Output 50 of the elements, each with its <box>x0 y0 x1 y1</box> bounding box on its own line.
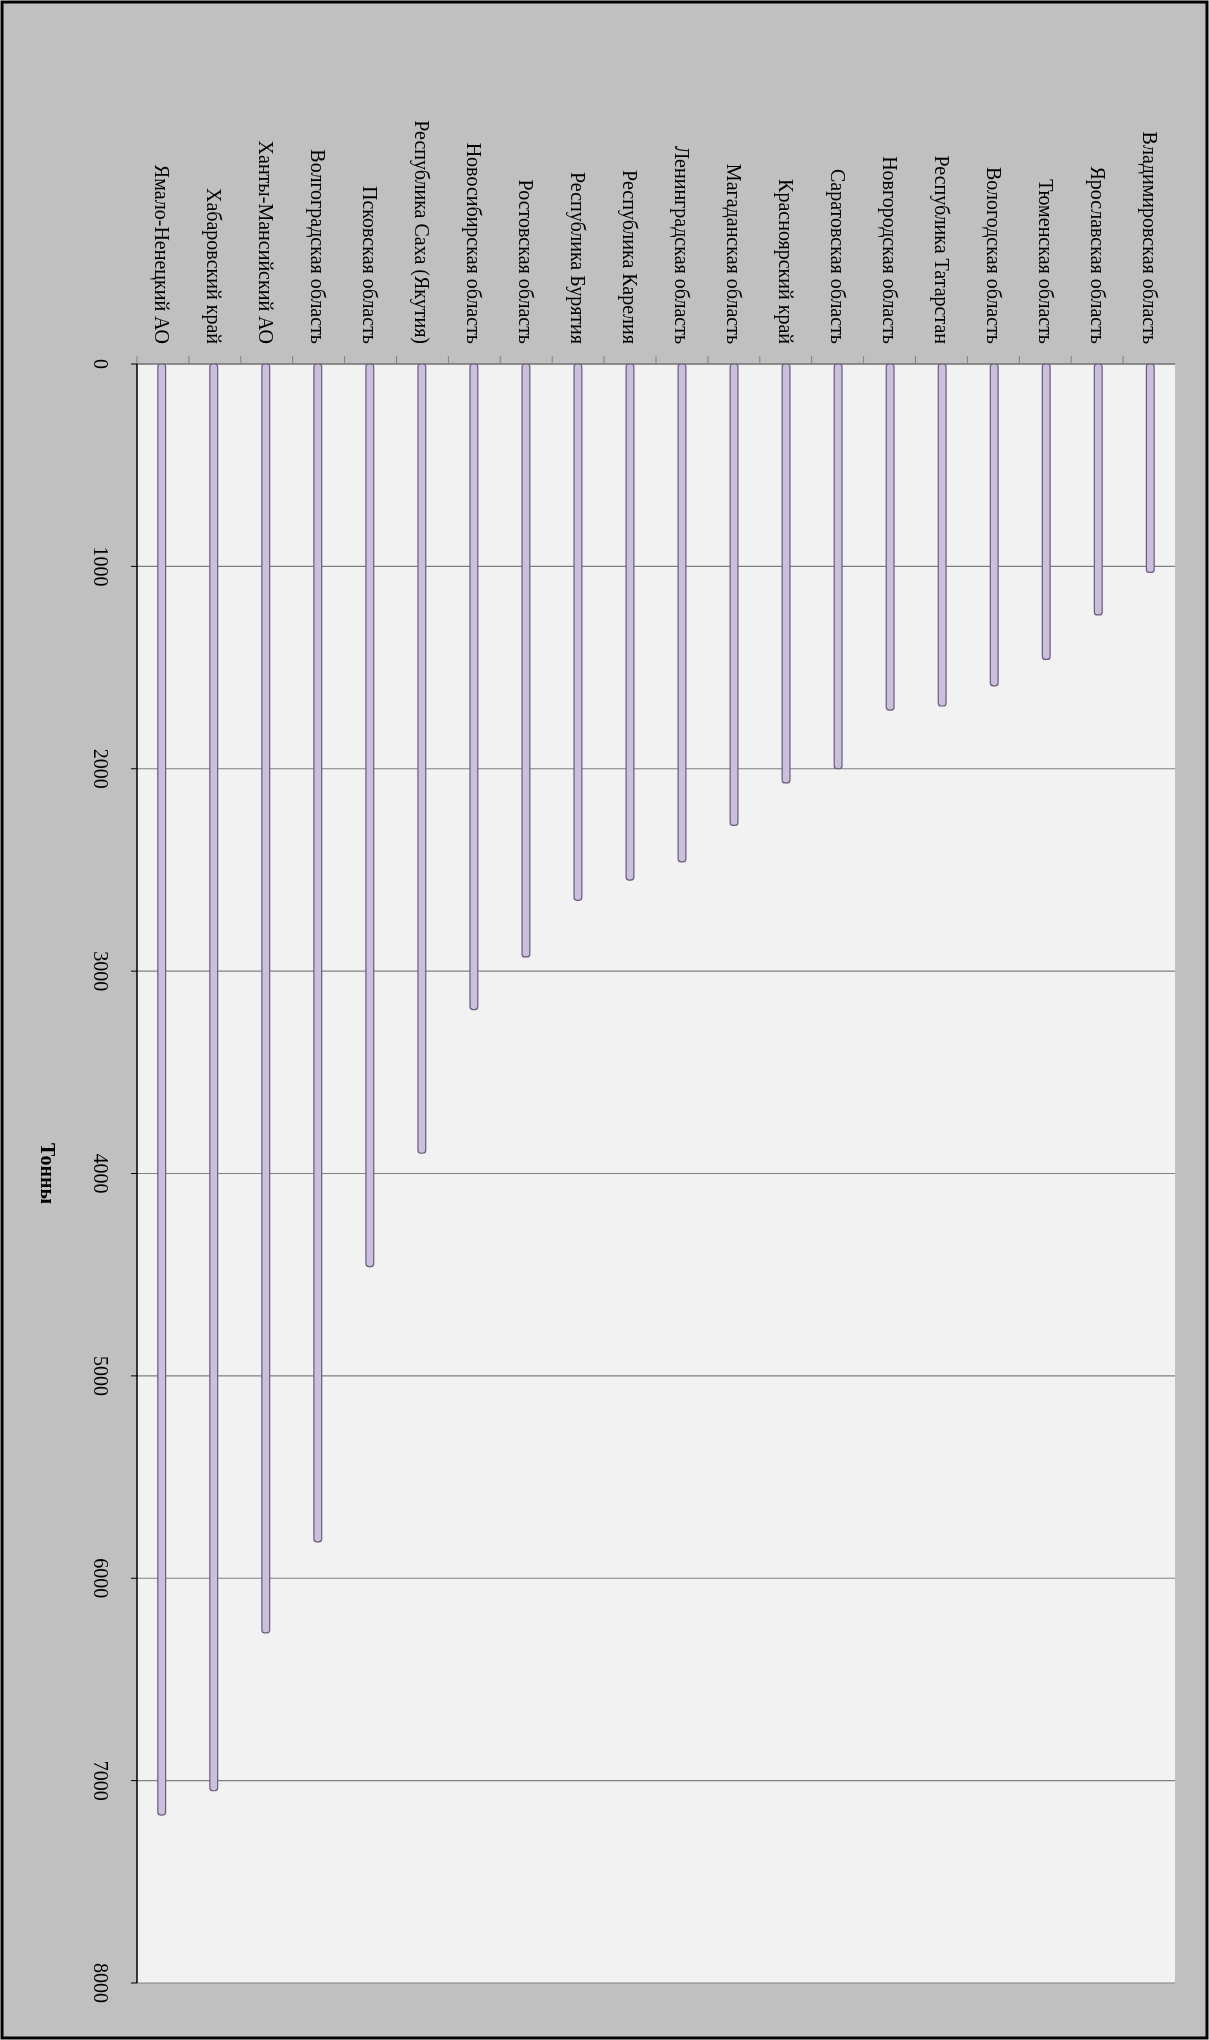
bar <box>885 363 895 711</box>
x-tick-label: Ханты-Мансийский АО <box>254 140 277 344</box>
x-tick-label: Саратовская область <box>826 168 850 344</box>
bar <box>625 363 635 881</box>
x-tick-label: Республика Саха (Якутия) <box>409 120 433 344</box>
y-tick-label: 4000 <box>90 1153 112 1194</box>
bar <box>261 363 271 1634</box>
x-tick-label: Тюменская область <box>1035 179 1058 344</box>
bar <box>573 363 583 901</box>
bar <box>989 363 999 687</box>
x-tick-label: Ленинградская область <box>670 145 694 344</box>
y-tick-label: 8000 <box>90 1963 112 2003</box>
x-tick-label: Ямало-Ненецкий АО <box>149 164 173 344</box>
y-axis-title: Тонны <box>37 1142 59 1205</box>
x-tick-label: Вологодская область <box>982 166 1006 344</box>
bar <box>521 363 531 958</box>
y-tick-label: 3000 <box>90 951 112 992</box>
bar <box>833 363 843 770</box>
y-tick-label: 0 <box>90 359 112 369</box>
y-tick-label: 1000 <box>90 546 112 587</box>
bar <box>1093 363 1103 616</box>
bar <box>313 363 323 1543</box>
x-tick-label: Ростовская область <box>514 179 537 344</box>
bar <box>365 363 375 1268</box>
bar <box>729 363 739 827</box>
y-tick-label: 2000 <box>90 748 112 789</box>
bar <box>1041 363 1051 661</box>
bar <box>1145 363 1155 574</box>
x-tick-label: Хабаровский край <box>201 188 225 345</box>
bar <box>209 363 219 1792</box>
x-tick-label: Республика Татарстан <box>930 155 954 345</box>
bar <box>469 363 479 1011</box>
x-tick-label: Владимировская область <box>1138 131 1162 344</box>
bar <box>781 363 791 784</box>
y-tick-label: 5000 <box>90 1355 112 1396</box>
x-tick-label: Красноярский край <box>774 179 798 345</box>
x-tick-label: Псковская область <box>358 186 381 344</box>
bar <box>417 363 427 1154</box>
x-tick-label: Волгоградская область <box>305 149 329 344</box>
x-tick-label: Ярославская область <box>1086 166 1110 344</box>
x-tick-label: Новгородская область <box>878 156 902 344</box>
x-tick-label: Новосибирская область <box>461 142 485 344</box>
x-tick-label: Республика Бурятия <box>565 171 589 344</box>
bar <box>157 363 167 1816</box>
y-tick-label: 6000 <box>90 1558 112 1599</box>
bar <box>677 363 687 863</box>
x-tick-label: Магаданская область <box>722 163 746 344</box>
x-tick-label: Республика Карелия <box>617 170 641 344</box>
y-tick-label: 7000 <box>90 1760 112 1801</box>
bar <box>937 363 947 707</box>
